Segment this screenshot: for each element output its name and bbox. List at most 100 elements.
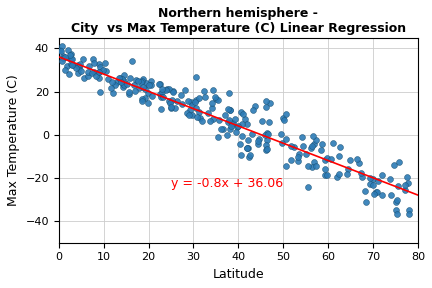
Point <box>188 113 195 118</box>
Point <box>167 105 174 109</box>
Point <box>80 75 87 80</box>
Point <box>58 44 65 48</box>
Point <box>134 78 141 83</box>
Point <box>327 156 334 161</box>
Point <box>64 64 70 69</box>
Point <box>308 164 315 169</box>
Point <box>310 133 317 138</box>
Point <box>311 159 318 164</box>
Point <box>245 145 251 150</box>
Point <box>214 134 221 139</box>
Point <box>192 99 199 104</box>
Point <box>96 90 103 95</box>
Point <box>224 132 231 137</box>
Point <box>118 77 125 81</box>
Point <box>406 207 413 212</box>
Point <box>165 86 172 91</box>
Point <box>347 158 354 162</box>
Point <box>142 86 149 91</box>
Point <box>144 101 151 105</box>
Point <box>58 58 65 63</box>
Point <box>111 82 118 87</box>
Point <box>295 154 302 159</box>
Point <box>162 87 169 92</box>
Point <box>91 69 98 74</box>
Point <box>354 157 361 162</box>
Point <box>80 56 87 61</box>
Point <box>144 91 151 95</box>
Point <box>68 63 75 67</box>
Point <box>108 80 115 84</box>
Point <box>245 138 251 142</box>
Point <box>196 115 203 120</box>
Point <box>283 164 289 168</box>
Point <box>242 117 249 121</box>
Point <box>140 76 146 81</box>
Point <box>324 173 330 177</box>
Point <box>283 137 289 141</box>
Point <box>132 88 139 93</box>
Point <box>156 82 163 87</box>
Point <box>84 74 91 79</box>
Point <box>124 82 130 87</box>
Point <box>370 191 377 196</box>
Point <box>263 105 270 109</box>
Point <box>403 175 410 179</box>
Point <box>75 62 82 67</box>
Point <box>186 113 193 117</box>
Point <box>255 141 262 146</box>
Point <box>337 145 344 150</box>
Point <box>308 144 315 149</box>
Point <box>110 90 117 95</box>
Point <box>125 90 132 94</box>
Point <box>100 68 107 72</box>
Point <box>405 211 412 216</box>
Point <box>121 73 127 77</box>
Point <box>256 137 263 141</box>
Point <box>159 90 165 94</box>
Point <box>60 56 67 60</box>
Point <box>76 64 83 69</box>
Point <box>165 99 172 103</box>
Point <box>227 124 234 129</box>
Point <box>115 76 122 80</box>
Point <box>245 154 252 159</box>
Point <box>227 126 234 131</box>
Point <box>118 80 124 85</box>
Point <box>61 67 68 72</box>
Point <box>288 157 295 162</box>
Point <box>119 85 126 89</box>
Point <box>379 173 386 177</box>
Point <box>67 57 74 61</box>
Point <box>219 127 226 131</box>
Point <box>237 153 244 157</box>
Point <box>207 119 214 124</box>
Point <box>89 71 95 76</box>
Point <box>387 177 394 182</box>
Point <box>172 106 178 111</box>
Point <box>92 74 99 79</box>
Point <box>138 80 145 84</box>
Point <box>367 181 374 186</box>
Point <box>182 88 189 92</box>
Point <box>121 83 127 87</box>
Point <box>103 68 110 73</box>
Point <box>246 153 253 158</box>
Point <box>184 111 191 115</box>
Point <box>336 171 343 176</box>
Point <box>296 152 303 156</box>
Point <box>318 142 325 147</box>
Point <box>65 48 72 52</box>
Point <box>204 111 211 115</box>
Point <box>370 176 377 181</box>
Point <box>57 47 64 52</box>
Point <box>244 122 251 126</box>
Point <box>321 173 328 178</box>
Point <box>143 81 150 86</box>
Point <box>147 79 154 83</box>
Point <box>265 120 272 124</box>
Point <box>68 52 75 56</box>
Point <box>373 189 380 194</box>
Point <box>140 85 147 90</box>
Point <box>194 115 200 119</box>
